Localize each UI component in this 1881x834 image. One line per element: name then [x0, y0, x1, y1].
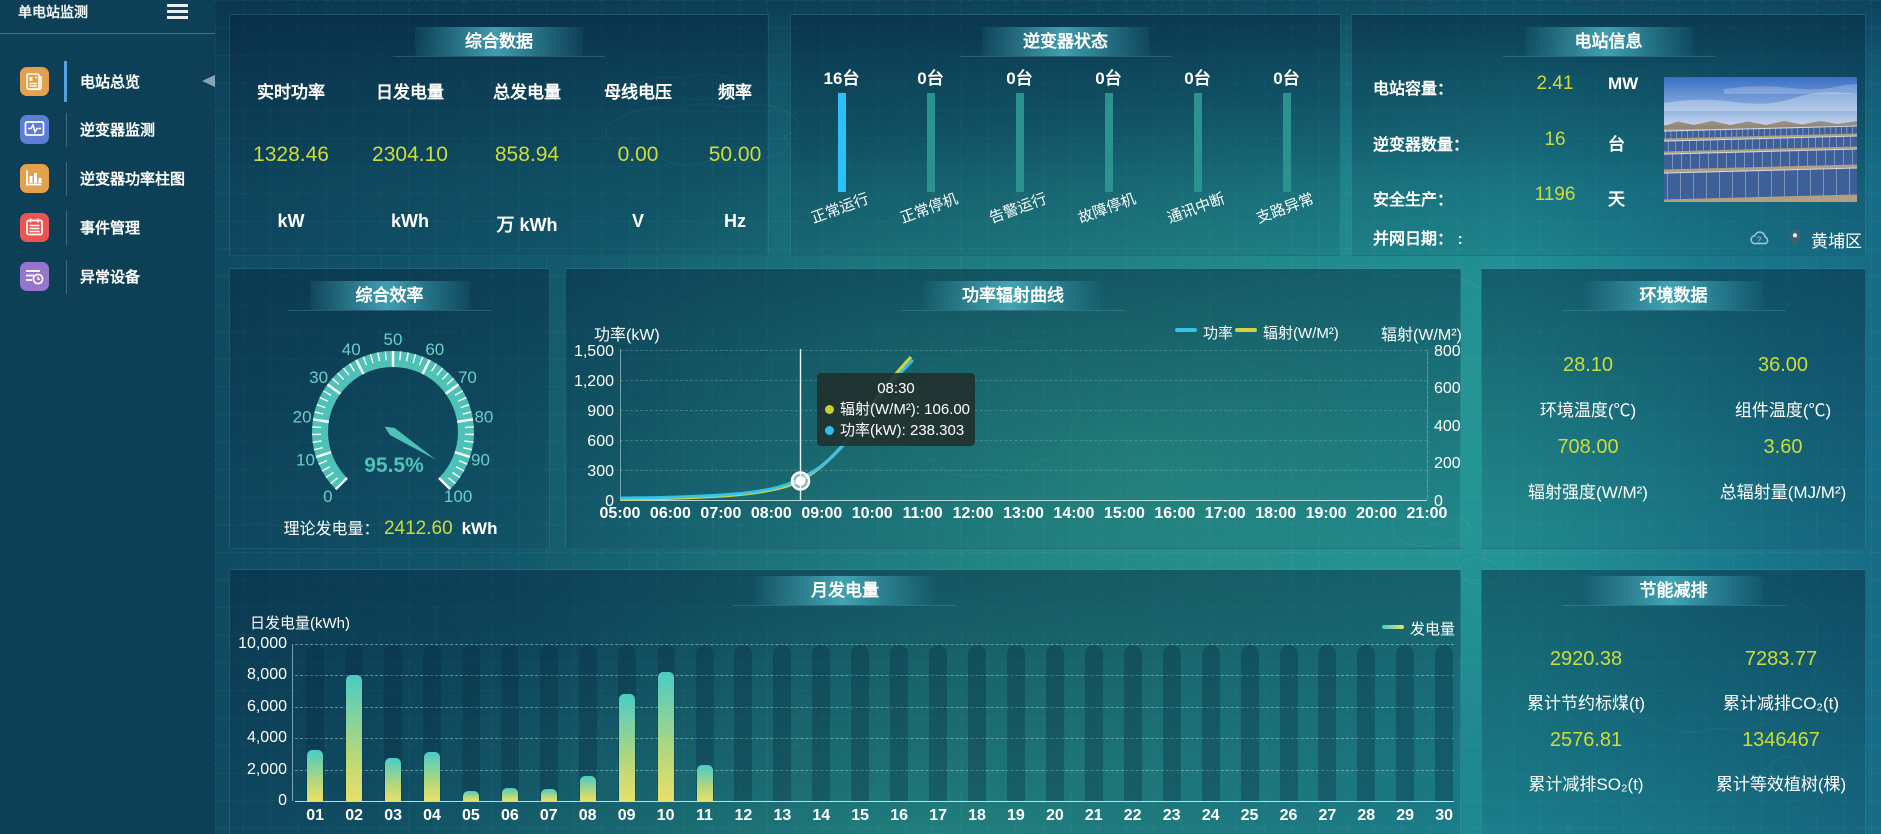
- svg-text:50: 50: [384, 330, 403, 349]
- svg-text:80: 80: [474, 408, 493, 427]
- svg-text:70: 70: [458, 368, 477, 387]
- svg-text:10: 10: [296, 450, 315, 469]
- svg-text:?: ?: [1757, 235, 1762, 244]
- svg-text:100: 100: [444, 487, 472, 506]
- svg-text:30: 30: [309, 368, 328, 387]
- svg-text:60: 60: [425, 340, 444, 359]
- svg-text:0: 0: [323, 487, 332, 506]
- svg-text:20: 20: [293, 408, 312, 427]
- svg-text:40: 40: [342, 340, 361, 359]
- svg-text:90: 90: [471, 450, 490, 469]
